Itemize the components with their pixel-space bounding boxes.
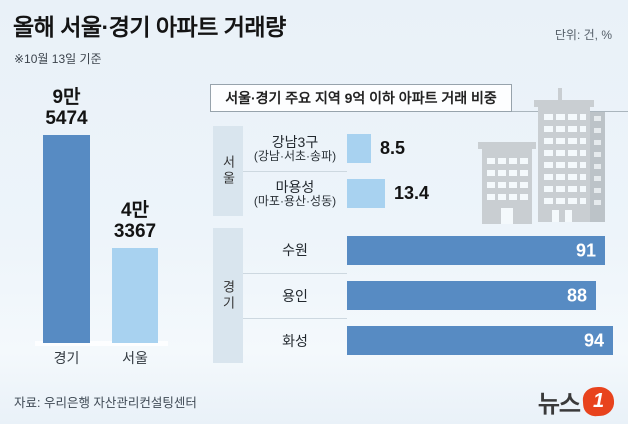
group-label: 경기 xyxy=(220,279,236,312)
row-bar-cell: 91 xyxy=(347,228,615,273)
unit-label: 단위: 건, % xyxy=(554,28,612,42)
row-label: 강남3구 xyxy=(271,133,319,150)
row-bar xyxy=(347,134,371,163)
gyeonggi-bar xyxy=(43,134,90,344)
row-label: 용인 xyxy=(282,287,308,304)
row-value: 88 xyxy=(566,285,587,305)
group-rows: 수원 91 용인 88 화성 94 xyxy=(243,228,615,363)
region-row: 용인 88 xyxy=(243,273,615,318)
buildings-icon xyxy=(478,88,605,224)
row-bar: 91 xyxy=(347,236,605,265)
source-label: 자료: 우리은행 자산관리컨설팅센터 xyxy=(14,396,197,410)
row-label-cell: 강남3구 (강남·서초·송파) xyxy=(243,126,347,171)
region-row: 수원 91 xyxy=(243,228,615,273)
row-bar-cell: 94 xyxy=(347,318,615,363)
row-bar-cell: 13.4 xyxy=(347,171,615,216)
news1-logo-badge: 1 xyxy=(582,385,615,418)
row-value: 91 xyxy=(575,240,596,260)
row-bar-cell: 88 xyxy=(347,273,615,318)
row-bar: 94 xyxy=(347,326,613,355)
region-group: 서울 강남3구 (강남·서초·송파) 8.5 마용성 (마포·용산·성동) 13… xyxy=(213,126,615,216)
group-label: 서울 xyxy=(220,155,236,187)
row-label-cell: 마용성 (마포·용산·성동) xyxy=(243,171,347,216)
group-label-box: 서울 xyxy=(213,126,243,216)
row-value: 13.4 xyxy=(394,183,430,203)
bar-value-label: 9만 5474 xyxy=(45,87,88,130)
region-row: 화성 94 xyxy=(243,318,615,363)
row-bar: 88 xyxy=(347,281,596,310)
row-label: 마용성 xyxy=(275,179,315,196)
news1-logo: 뉴스 1 xyxy=(537,384,615,419)
region-group: 경기 수원 91 용인 88 화성 94 xyxy=(213,228,615,363)
transactions-bar-chart: 9만 5474 경기 4만 3367 서울 xyxy=(43,87,158,370)
news1-logo-text: 뉴스 xyxy=(537,391,581,418)
date-note: ※10월 13일 기준 xyxy=(14,52,102,66)
row-sublabel: (마포·용산·성동) xyxy=(253,194,337,209)
group-label-box: 경기 xyxy=(213,228,243,363)
bar-value-label: 4만 3367 xyxy=(113,200,157,243)
row-bar-cell: 8.5 xyxy=(347,126,615,171)
row-label-cell: 수원 xyxy=(243,228,347,273)
value-line: 4만 xyxy=(120,200,150,222)
category-label: 경기 xyxy=(53,350,80,366)
value-line: 9만 xyxy=(52,87,81,108)
group-rows: 강남3구 (강남·서초·송파) 8.5 마용성 (마포·용산·성동) 13.4 xyxy=(243,126,615,216)
bar-column-gyeonggi: 9만 5474 경기 xyxy=(43,87,90,370)
row-label-cell: 용인 xyxy=(243,273,347,318)
row-label-cell: 화성 xyxy=(243,318,347,363)
region-row: 마용성 (마포·용산·성동) 13.4 xyxy=(243,171,615,216)
seoul-bar xyxy=(112,248,158,343)
news1-logo-number: 1 xyxy=(592,390,605,412)
region-row: 강남3구 (강남·서초·송파) 8.5 xyxy=(243,126,615,171)
row-value: 8.5 xyxy=(380,138,406,158)
page-title: 올해 서울·경기 아파트 거래량 xyxy=(13,14,286,40)
row-bar xyxy=(347,179,385,208)
value-line: 3367 xyxy=(113,221,157,243)
region-chart-title: 서울·경기 주요 지역 9억 이하 아파트 거래 비중 xyxy=(210,84,512,112)
region-chart-rows: 서울 강남3구 (강남·서초·송파) 8.5 마용성 (마포·용산·성동) 13… xyxy=(213,126,615,363)
row-sublabel: (강남·서초·송파) xyxy=(253,148,337,163)
row-label: 수원 xyxy=(282,242,308,259)
bar-column-seoul: 4만 3367 서울 xyxy=(112,88,158,370)
category-label: 서울 xyxy=(122,350,148,366)
row-label: 화성 xyxy=(282,332,308,349)
row-value: 94 xyxy=(583,330,604,350)
value-line: 5474 xyxy=(45,107,88,129)
left-chart-baseline xyxy=(35,341,168,346)
